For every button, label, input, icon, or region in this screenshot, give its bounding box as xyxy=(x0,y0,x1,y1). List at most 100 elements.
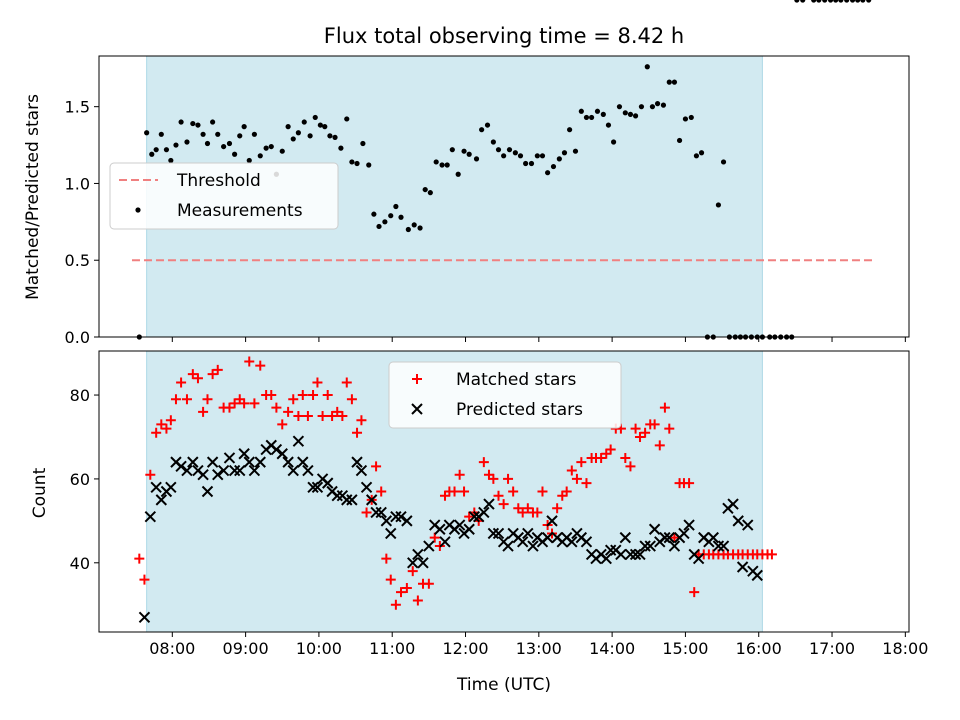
measurements-point xyxy=(556,156,562,162)
matched-stars-point xyxy=(288,394,299,405)
predicted-stars-point xyxy=(212,469,224,481)
legend-box xyxy=(388,361,622,429)
predicted-stars-point xyxy=(678,527,690,540)
predicted-stars-point xyxy=(663,531,676,544)
predicted-stars-point xyxy=(619,531,632,544)
measurements-point xyxy=(660,102,667,108)
measurements-point xyxy=(433,159,439,165)
matched-stars-point xyxy=(161,423,172,434)
predicted-stars-point xyxy=(276,448,288,460)
predicted-stars-point xyxy=(380,515,393,527)
measurements-point xyxy=(376,223,382,230)
predicted-stars-legend-label: Predicted stars xyxy=(456,400,583,420)
measurements-point xyxy=(317,122,323,128)
measurements-point xyxy=(411,222,417,228)
matched-stars-point xyxy=(537,486,548,497)
x-tick-label: 10:00 xyxy=(296,639,342,658)
measurements-point xyxy=(232,151,238,157)
predicted-stars-point xyxy=(341,494,353,506)
measurements-point xyxy=(682,116,689,122)
predicted-stars-point xyxy=(707,531,719,544)
predicted-stars-point xyxy=(150,481,162,494)
predicted-stars-point xyxy=(751,569,763,582)
predicted-stars-point xyxy=(541,531,554,544)
measurements-point xyxy=(354,160,360,167)
matched-stars-point xyxy=(498,499,509,510)
measurements-point xyxy=(338,145,344,151)
legend: Matched stars Predicted stars xyxy=(388,361,622,429)
measurements-point xyxy=(144,130,150,136)
predicted-stars-point xyxy=(201,485,214,498)
predicted-stars-point xyxy=(580,536,593,548)
measurements-point xyxy=(344,116,350,122)
measurements-point xyxy=(251,131,258,137)
matched-stars-point xyxy=(571,473,582,484)
y-tick-label: 60 xyxy=(70,470,90,489)
matched-stars-point xyxy=(390,599,401,610)
measurements-point xyxy=(210,119,216,125)
matched-stars-point xyxy=(139,574,150,585)
matched-stars-point xyxy=(145,469,156,480)
predicted-stars-point xyxy=(234,464,246,477)
predicted-stars-point xyxy=(144,510,157,523)
measurements-point xyxy=(605,122,612,128)
measurements-point xyxy=(221,143,227,150)
measurements-point xyxy=(715,202,722,208)
measurements-point xyxy=(671,79,678,85)
measurements-point xyxy=(512,150,518,156)
measurements-point xyxy=(816,0,822,3)
matched-stars-point xyxy=(255,360,266,371)
measurements-point xyxy=(676,137,683,144)
measurements-point xyxy=(484,122,491,128)
matched-stars-point xyxy=(493,490,504,501)
measurements-point xyxy=(838,0,844,3)
measurements-point xyxy=(327,133,333,139)
predicted-stars-point xyxy=(692,552,705,565)
measurements-point xyxy=(295,130,301,136)
matched-stars-point xyxy=(202,394,213,405)
measurements-point xyxy=(178,119,184,125)
matched-stars-point xyxy=(356,415,367,426)
measurements-point xyxy=(226,140,233,147)
predicted-stars-point xyxy=(360,481,373,494)
matched-stars-point xyxy=(341,377,352,388)
x-axis-label: Time (UTC) xyxy=(456,675,551,695)
measurements-point xyxy=(246,157,252,164)
predicted-stars-point xyxy=(732,515,744,527)
predicted-stars-point xyxy=(307,481,319,494)
x-tick-label: 16:00 xyxy=(736,639,782,658)
matched-stars-point xyxy=(522,503,533,514)
matched-stars-point xyxy=(312,377,323,388)
measurements-point xyxy=(860,0,866,3)
predicted-stars-point xyxy=(659,531,671,544)
predicted-stars-point xyxy=(355,464,368,477)
measurements-point xyxy=(279,148,285,154)
predicted-stars-point xyxy=(742,519,754,531)
measurements-point xyxy=(627,111,634,117)
predicted-stars-point xyxy=(439,536,451,548)
predicted-stars-point xyxy=(412,548,424,561)
measurements-point xyxy=(290,136,296,142)
predicted-stars-point xyxy=(423,540,435,552)
y-tick-label: 0.0 xyxy=(65,328,90,347)
predicted-stars-point xyxy=(175,460,187,473)
predicted-stars-point xyxy=(624,548,637,561)
predicted-stars-point xyxy=(468,510,481,523)
matched-stars-point xyxy=(508,486,519,497)
measurements-point xyxy=(600,111,606,117)
measurements-point xyxy=(545,170,551,176)
measurements-point xyxy=(654,101,661,107)
measurements-point xyxy=(263,145,269,151)
matched-stars-point xyxy=(517,507,528,518)
predicted-stars-point xyxy=(712,540,725,552)
measurements-point xyxy=(501,153,507,159)
legend: Threshold Measurements xyxy=(109,162,339,230)
matched-stars-point xyxy=(381,553,392,564)
predicted-stars-point xyxy=(483,498,495,510)
measurements-point xyxy=(649,104,656,110)
measurements-point xyxy=(616,104,623,110)
matched-stars-point xyxy=(566,465,577,476)
x-tick-label: 12:00 xyxy=(442,639,488,658)
matched-stars-point xyxy=(198,406,209,417)
